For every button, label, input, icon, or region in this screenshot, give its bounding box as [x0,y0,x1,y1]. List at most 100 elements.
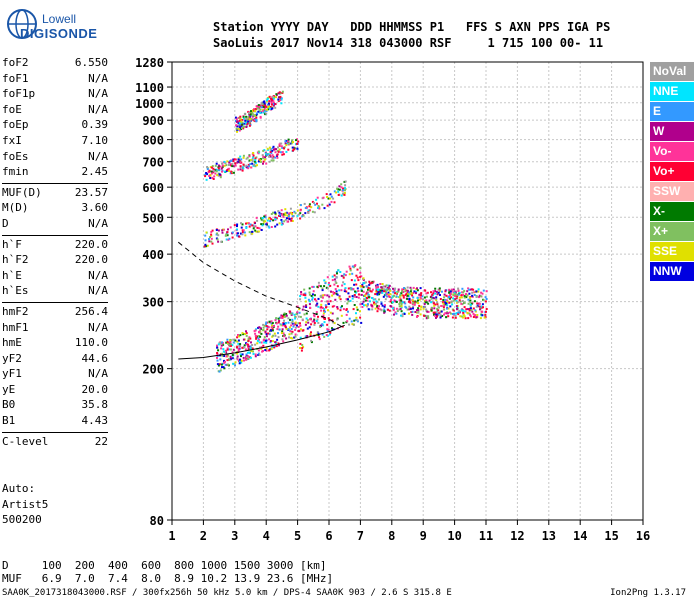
legend-item: NoVal [650,62,694,81]
echo-point [417,310,420,313]
echo-point [444,298,447,301]
echo-point [208,240,211,243]
echo-point [361,283,364,286]
echo-point [344,274,347,277]
echo-point [274,341,277,344]
echo-point [418,298,421,301]
echo-point [383,305,386,308]
echo-point [453,299,456,302]
echo-point [221,352,224,355]
echo-point [259,112,262,114]
echo-point [406,293,409,296]
echo-point [391,301,394,304]
echo-point [276,338,279,341]
echo-point [447,315,450,318]
param-row: yE 20.0 [2,383,108,399]
echo-point [366,291,369,294]
echo-point [310,206,313,209]
echo-point [254,165,257,168]
echo-point [432,311,435,314]
echo-point [345,270,348,273]
echo-point [304,212,307,215]
echo-point [272,104,275,107]
echo-point [241,223,244,226]
echo-point [278,319,281,322]
echo-point [392,291,395,294]
echo-point [268,160,271,163]
echo-point [441,315,444,317]
echo-point [285,327,288,330]
echo-point [476,314,479,316]
echo-point [234,339,237,342]
echo-point [362,300,365,303]
echo-point [338,188,341,191]
echo-point [365,285,368,288]
echo-point [228,348,230,351]
echo-point [274,151,277,154]
echo-point [360,275,363,278]
echo-point [291,212,294,214]
echo-point [236,346,238,349]
echo-point [334,298,337,301]
echo-point [466,311,469,314]
echo-point [269,106,272,108]
echo-point [247,357,250,360]
echo-point [316,331,319,334]
echo-point [300,293,303,296]
echo-point [288,218,291,221]
echo-point [296,147,299,150]
echo-point [424,306,427,308]
echo-point [458,291,461,294]
echo-point [273,102,276,105]
echo-point [211,242,214,245]
echo-point [318,207,321,210]
echo-point [342,281,345,284]
y-tick-label: 1280 [135,56,164,70]
echo-point [240,124,243,127]
echo-point [277,210,280,213]
echo-point [301,308,304,311]
echo-point [271,346,274,349]
echo-point [303,202,306,205]
echo-point [317,297,320,300]
echo-point [322,314,325,317]
echo-point [241,169,244,172]
param-separator [2,182,108,184]
echo-point [299,322,301,325]
echo-point [249,337,252,340]
echo-point [294,317,297,320]
echo-point [483,316,486,319]
echo-point [238,159,241,162]
echo-point [354,290,356,293]
echo-point [321,289,324,292]
echo-point [264,105,267,108]
echo-point [479,308,481,311]
echo-point [462,293,465,296]
echo-point [286,214,289,217]
echo-point [282,340,285,343]
echo-point [331,294,334,297]
echo-point [265,347,268,350]
echo-point [345,313,348,316]
echo-point [237,334,239,336]
echo-point [308,300,311,303]
echo-point [454,295,457,297]
echo-point [266,328,269,331]
echo-point [314,298,316,301]
echo-point [317,334,320,337]
echo-point [452,297,455,300]
echo-point [263,102,266,105]
echo-point [280,145,283,148]
echo-point [452,294,455,297]
echo-point [384,293,387,296]
echo-point [300,349,303,352]
echo-point [204,175,207,178]
echo-point [352,266,355,269]
echo-point [218,370,221,373]
legend-item: X- [650,202,694,221]
echo-point [481,310,484,313]
echo-point [325,193,328,196]
echo-point [291,337,294,340]
x-tick-label: 10 [447,529,461,543]
echo-point [445,312,448,315]
